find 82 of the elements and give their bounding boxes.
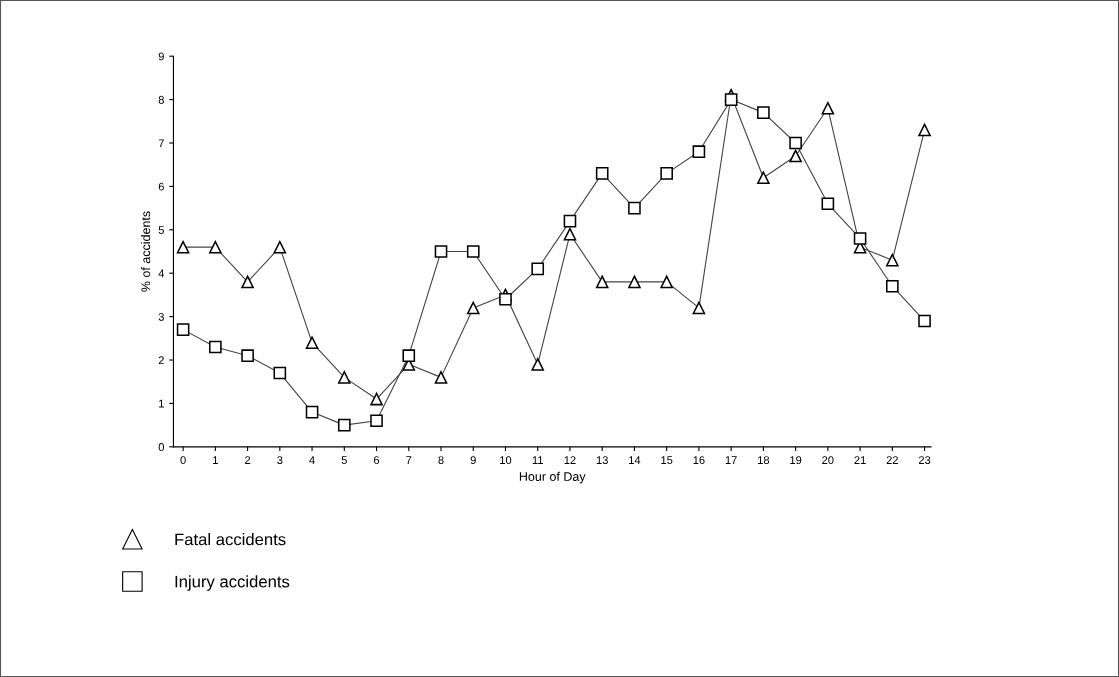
point <box>273 366 287 380</box>
point <box>434 245 448 258</box>
point <box>209 340 222 354</box>
point <box>918 314 931 328</box>
point <box>821 101 835 115</box>
point <box>692 145 706 158</box>
point <box>563 214 577 228</box>
x-tick-label: 3 <box>277 456 283 465</box>
x-tick-label: 17 <box>725 456 737 464</box>
point <box>305 336 319 349</box>
point <box>370 414 383 428</box>
point <box>531 358 545 371</box>
x-tick-label: 8 <box>438 456 444 465</box>
point <box>273 240 287 254</box>
x-tick-label: 13 <box>596 456 608 465</box>
point <box>595 275 609 289</box>
y-axis-title: % of accidents <box>141 211 151 292</box>
x-tick-label: 10 <box>500 456 512 465</box>
x-tick-label: 9 <box>470 456 476 465</box>
point <box>241 275 254 289</box>
point <box>853 232 867 245</box>
point <box>886 279 899 293</box>
x-tick-label: 2 <box>245 456 251 464</box>
x-tick-label: 14 <box>629 456 641 464</box>
point <box>176 240 190 254</box>
point <box>305 405 319 419</box>
point <box>402 349 416 362</box>
point <box>595 167 609 180</box>
y-tick-label: 6 <box>158 182 164 191</box>
point <box>176 323 190 336</box>
x-tick-label: 18 <box>758 456 770 465</box>
y-tick-label: 0 <box>158 443 164 451</box>
point <box>531 262 545 276</box>
x-tick-label: 4 <box>309 456 315 464</box>
point <box>434 371 448 384</box>
y-tick-label: 1 <box>159 399 164 408</box>
point <box>724 93 738 106</box>
point <box>466 301 480 315</box>
point <box>757 106 770 119</box>
y-tick-label: 7 <box>158 139 164 148</box>
y-tick-label: 9 <box>158 52 164 61</box>
point <box>821 197 835 211</box>
point <box>886 253 899 267</box>
y-tick-label: 5 <box>158 226 164 234</box>
x-tick-label: 11 <box>532 456 543 464</box>
point <box>660 275 673 289</box>
point <box>209 240 222 254</box>
x-tick-label: 16 <box>693 456 705 465</box>
y-tick-label: 8 <box>158 95 164 104</box>
point <box>563 227 577 241</box>
x-tick-label: 22 <box>886 456 898 464</box>
point <box>757 171 770 185</box>
point <box>337 418 351 432</box>
y-tick-label: 3 <box>158 312 164 321</box>
x-tick-label: 7 <box>406 456 412 464</box>
legend-label: Fatal accidents <box>175 533 286 546</box>
x-tick-label: 5 <box>341 456 347 465</box>
point <box>628 201 641 215</box>
legend-label: Injury accidents <box>175 575 290 591</box>
x-tick-label: 6 <box>374 456 380 465</box>
x-tick-label: 12 <box>564 456 576 464</box>
y-tick-label: 2 <box>158 356 164 365</box>
point <box>692 301 706 315</box>
point <box>789 136 802 150</box>
point <box>918 123 931 137</box>
point <box>466 245 480 258</box>
point <box>789 149 802 163</box>
point <box>337 371 351 384</box>
x-tick-label: 15 <box>661 456 673 465</box>
x-tick-label: 21 <box>854 456 866 464</box>
point <box>241 349 254 362</box>
x-axis-title: Hour of Day <box>519 471 586 484</box>
x-tick-label: 19 <box>790 456 802 465</box>
x-tick-label: 0 <box>180 456 186 465</box>
x-tick-label: 23 <box>918 456 931 465</box>
x-tick-label: 20 <box>822 456 834 465</box>
point <box>370 392 383 406</box>
point <box>499 292 512 306</box>
x-tick-label: 1 <box>213 456 218 464</box>
point <box>660 167 673 180</box>
y-tick-label: 4 <box>158 269 165 278</box>
point <box>628 275 641 289</box>
